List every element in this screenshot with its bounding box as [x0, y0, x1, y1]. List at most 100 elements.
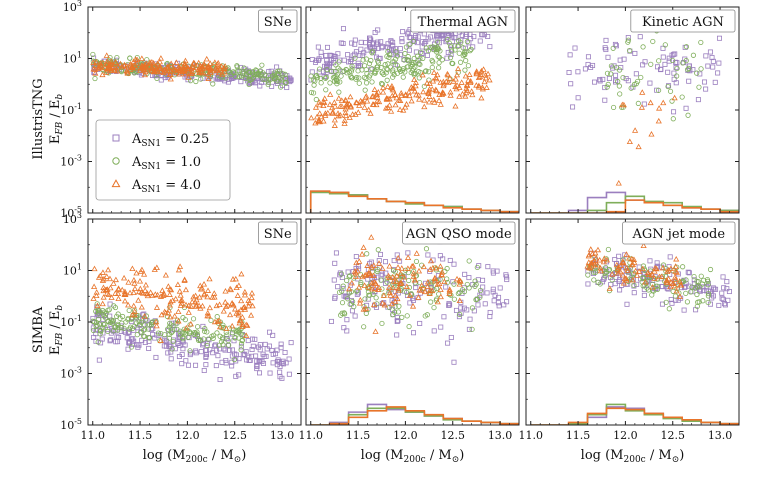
data-point [411, 330, 417, 336]
data-point [177, 328, 183, 334]
data-point [423, 45, 429, 51]
data-point [392, 298, 399, 304]
data-point [180, 336, 186, 342]
data-point [504, 274, 510, 280]
data-point [696, 84, 702, 90]
data-point [422, 68, 428, 75]
data-point [462, 93, 469, 99]
data-point [166, 301, 173, 308]
data-point [412, 82, 419, 89]
data-point [609, 277, 615, 283]
data-point [215, 59, 222, 66]
data-point [361, 50, 367, 56]
data-point [703, 86, 709, 92]
data-point [459, 32, 465, 38]
data-point [376, 258, 382, 264]
data-point [229, 347, 235, 353]
data-point [604, 84, 610, 90]
data-point [93, 292, 100, 299]
data-point [639, 265, 646, 272]
data-point [138, 303, 145, 310]
data-point [228, 72, 234, 78]
data-point [623, 277, 630, 283]
data-point [412, 280, 418, 286]
data-point [634, 281, 640, 287]
data-point [602, 97, 608, 103]
data-point [594, 261, 601, 268]
data-point [279, 360, 285, 366]
data-point [360, 306, 367, 312]
data-point [635, 143, 642, 150]
data-point [242, 75, 248, 82]
data-point [318, 113, 325, 120]
data-point [210, 332, 217, 338]
data-point [129, 311, 136, 318]
data-point [175, 340, 181, 346]
data-point [660, 54, 666, 60]
data-point [90, 327, 97, 334]
data-point [126, 330, 132, 336]
panel-title: SNe [264, 15, 292, 30]
data-point [460, 45, 466, 51]
data-point [201, 368, 207, 374]
data-point [482, 72, 489, 78]
data-point [386, 274, 393, 280]
data-point [620, 259, 627, 265]
data-point [241, 291, 249, 298]
data-point [683, 58, 689, 64]
data-point [375, 260, 383, 266]
data-point [685, 67, 691, 73]
data-point [378, 80, 385, 87]
data-point [396, 303, 402, 309]
data-point [166, 335, 172, 341]
ylabel-bottom: EFB / Eb [48, 305, 65, 356]
data-point [204, 342, 210, 349]
data-point [391, 59, 397, 65]
data-point [457, 311, 463, 317]
data-point [654, 87, 660, 93]
x-axis-label: log (M200c / M⊙) [361, 448, 465, 465]
series-0 [566, 34, 722, 115]
data-point [416, 96, 423, 102]
data-point [673, 287, 680, 294]
data-point [591, 269, 597, 275]
data-point [480, 277, 486, 283]
data-point [391, 258, 397, 264]
data-point [647, 99, 654, 106]
data-point [655, 87, 662, 93]
data-point [408, 69, 414, 76]
data-point [344, 277, 350, 284]
data-point [220, 334, 226, 341]
data-point [672, 293, 679, 299]
data-point [194, 331, 201, 338]
data-point [634, 272, 641, 278]
data-point [92, 75, 98, 82]
data-point [368, 234, 375, 240]
data-point [490, 268, 496, 274]
data-point [391, 72, 397, 78]
x-tick-label: 11.0 [80, 429, 105, 442]
data-point [165, 283, 172, 289]
data-point [420, 55, 426, 62]
data-point [370, 272, 377, 279]
data-point [652, 264, 659, 271]
data-point [366, 269, 373, 276]
data-point [431, 328, 437, 334]
data-point [482, 301, 488, 307]
data-point [427, 257, 435, 264]
data-point [356, 75, 362, 81]
data-point [241, 303, 248, 310]
data-point [400, 74, 406, 80]
data-point [348, 289, 354, 295]
data-point [337, 103, 344, 109]
data-point [246, 81, 252, 87]
data-point [245, 302, 252, 309]
data-point [487, 309, 493, 315]
data-point [456, 281, 463, 287]
data-point [431, 99, 438, 105]
data-point [372, 70, 378, 76]
data-point [653, 265, 660, 272]
data-point [463, 81, 471, 88]
data-point [390, 86, 397, 93]
histogram-2 [309, 190, 519, 213]
